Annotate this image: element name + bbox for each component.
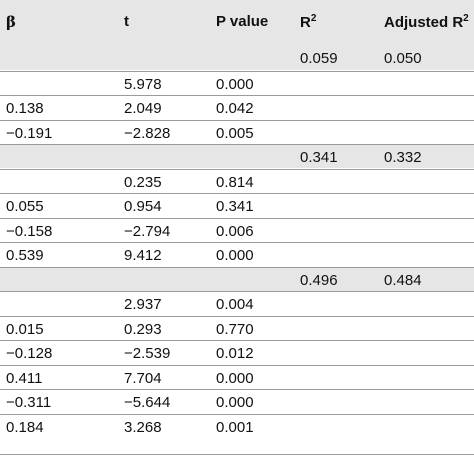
header-adjusted-r2-sup: 2 (463, 13, 469, 24)
header-r2-base: R (300, 14, 311, 31)
cell-p: 0.000 (216, 394, 254, 411)
cell-p: 0.814 (216, 173, 254, 191)
cell-adj: 0.332 (384, 149, 422, 166)
cell-t: 7.704 (124, 369, 162, 387)
header-r2-sup: 2 (310, 13, 317, 24)
table-header: β t P value R2 Adjusted R2 (0, 0, 474, 46)
cell-r2: 0.496 (300, 271, 338, 289)
cell-t: 2.937 (124, 296, 162, 313)
cell-beta: 0.055 (6, 198, 44, 215)
cell-p: 0.341 (216, 198, 254, 215)
cell-p: 0.012 (216, 345, 254, 362)
cell-t: 2.049 (124, 100, 162, 117)
cell-beta: 0.411 (6, 369, 43, 387)
header-beta: β (6, 13, 16, 31)
cell-t: 5.978 (124, 75, 162, 93)
header-p-value: P value (216, 13, 269, 30)
header-adjusted-r2-base: Adjusted R (384, 14, 464, 31)
table-row: −0.191 −2.828 0.005 (0, 119, 474, 144)
cell-p: 0.042 (216, 100, 254, 117)
cell-t: −5.644 (124, 394, 171, 411)
cell-r2: 0.341 (300, 149, 338, 166)
cell-beta: 0.015 (6, 320, 44, 338)
cell-p: 0.770 (216, 320, 254, 338)
table-row: −0.128 −2.539 0.012 (0, 340, 474, 364)
table-row: 5.978 0.000 (0, 70, 474, 95)
cell-t: 0.293 (124, 320, 162, 338)
cell-t: −2.539 (124, 345, 171, 362)
table-row: 0.235 0.814 (0, 168, 474, 193)
cell-beta: −0.311 (6, 394, 52, 411)
cell-beta: −0.191 (6, 124, 53, 142)
cell-p: 0.006 (216, 222, 254, 240)
cell-t: 0.235 (124, 173, 162, 191)
table-row: −0.311 −5.644 0.000 (0, 389, 474, 413)
cell-beta: 0.138 (6, 100, 44, 117)
cell-beta: 0.184 (6, 418, 44, 436)
table-row: −0.158 −2.794 0.006 (0, 217, 474, 242)
cell-t: −2.828 (124, 124, 171, 142)
cell-p: 0.000 (216, 369, 254, 387)
table-row: 0.411 7.704 0.000 (0, 364, 474, 389)
table-row: 0.539 9.412 0.000 (0, 242, 474, 266)
table-row: 2.937 0.004 (0, 291, 474, 315)
cell-p: 0.005 (216, 124, 254, 142)
cell-t: 3.268 (124, 418, 162, 436)
cell-t: 0.954 (124, 198, 162, 215)
cell-adj: 0.484 (384, 271, 422, 289)
table-row: 0.015 0.293 0.770 (0, 315, 474, 340)
cell-p: 0.000 (216, 247, 254, 264)
cell-t: 9.412 (124, 247, 162, 264)
cell-r2: 0.059 (300, 50, 338, 67)
table-row-model-summary: 0.496 0.484 (0, 266, 474, 291)
table-row: 0.055 0.954 0.341 (0, 193, 474, 217)
table-row-model-summary: 0.341 0.332 (0, 144, 474, 168)
cell-p: 0.001 (216, 418, 254, 436)
cell-t: −2.794 (124, 222, 171, 240)
table-row: 0.138 2.049 0.042 (0, 95, 474, 119)
table-row-model-summary: 0.059 0.050 (0, 46, 474, 70)
header-adjusted-r2: Adjusted R2 (384, 13, 469, 31)
table-bottom-rule (0, 454, 474, 455)
table-row: 0.184 3.268 0.001 (0, 413, 474, 438)
cell-adj: 0.050 (384, 50, 422, 67)
cell-beta: −0.128 (6, 345, 53, 362)
header-t: t (124, 13, 129, 30)
header-r2: R2 (300, 13, 316, 31)
cell-p: 0.004 (216, 296, 254, 313)
cell-p: 0.000 (216, 75, 254, 93)
cell-beta: −0.158 (6, 222, 53, 240)
cell-beta: 0.539 (6, 247, 44, 264)
